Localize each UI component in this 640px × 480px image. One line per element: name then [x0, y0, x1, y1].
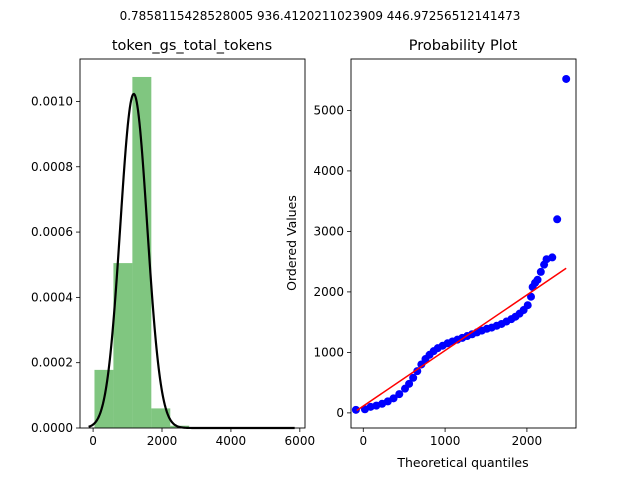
probability-x-ticks: 0 1000 2000 [359, 428, 542, 448]
y-tick-label: 0 [336, 406, 344, 420]
y-tick-label: 0.0002 [31, 356, 73, 370]
histogram-x-ticks: 0 2000 4000 6000 [89, 428, 315, 448]
histogram-bars [94, 76, 284, 428]
x-tick-label: 0 [89, 434, 97, 448]
data-point [533, 275, 542, 284]
y-tick-label: 4000 [313, 164, 344, 178]
data-point [389, 394, 398, 403]
histogram-bar [132, 76, 152, 428]
data-point [351, 405, 360, 414]
probability-y-axis-label: Ordered Values [284, 195, 299, 291]
data-point [409, 373, 418, 382]
y-tick-label: 5000 [313, 103, 344, 117]
y-tick-label: 0.0004 [31, 290, 73, 304]
y-tick-label: 3000 [313, 224, 344, 238]
histogram-title: token_gs_total_tokens [112, 38, 272, 54]
histogram-bar [151, 408, 171, 428]
x-tick-label: 0 [359, 434, 367, 448]
data-point [523, 301, 532, 310]
data-point [527, 292, 535, 301]
histogram-bar [113, 263, 133, 428]
probability-plot-axes: Probability Plot 0 1000 2000 0 1000 2000 3000… [284, 38, 577, 470]
figure-suptitle: 0.7858115428528005 936.4120211023909 446… [119, 9, 521, 23]
probability-x-axis-label: Theoretical quantiles [396, 455, 528, 470]
data-point [536, 267, 545, 276]
data-point [562, 74, 571, 83]
data-point [405, 379, 414, 388]
probability-fit-line [356, 267, 567, 412]
x-tick-label: 2000 [147, 434, 178, 448]
y-tick-label: 0.0006 [31, 225, 73, 239]
data-point [548, 253, 557, 262]
probability-y-ticks: 0 1000 2000 3000 4000 5000 [313, 103, 351, 420]
probability-plot-title: Probability Plot [409, 38, 518, 54]
y-tick-label: 0.0000 [31, 421, 73, 435]
probability-plot-points [351, 74, 571, 414]
probability-plot-frame [350, 58, 577, 429]
data-point [395, 390, 404, 399]
x-tick-label: 6000 [285, 434, 316, 448]
x-tick-label: 4000 [216, 434, 247, 448]
histogram-axes: token_gs_total_tokens 0 2000 4000 6000 0.00… [31, 38, 315, 448]
x-tick-label: 1000 [430, 434, 461, 448]
histogram-frame [79, 58, 306, 429]
histogram-y-ticks: 0.0000 0.0002 0.0004 0.0006 0.0008 0.0010 [31, 94, 80, 435]
data-point [413, 367, 422, 376]
y-tick-label: 0.0008 [31, 160, 73, 174]
y-tick-label: 1000 [313, 345, 344, 359]
data-point [553, 215, 562, 224]
y-tick-label: 2000 [313, 285, 344, 299]
data-point [417, 360, 426, 369]
x-tick-label: 2000 [512, 434, 543, 448]
y-tick-label: 0.0010 [31, 94, 73, 108]
